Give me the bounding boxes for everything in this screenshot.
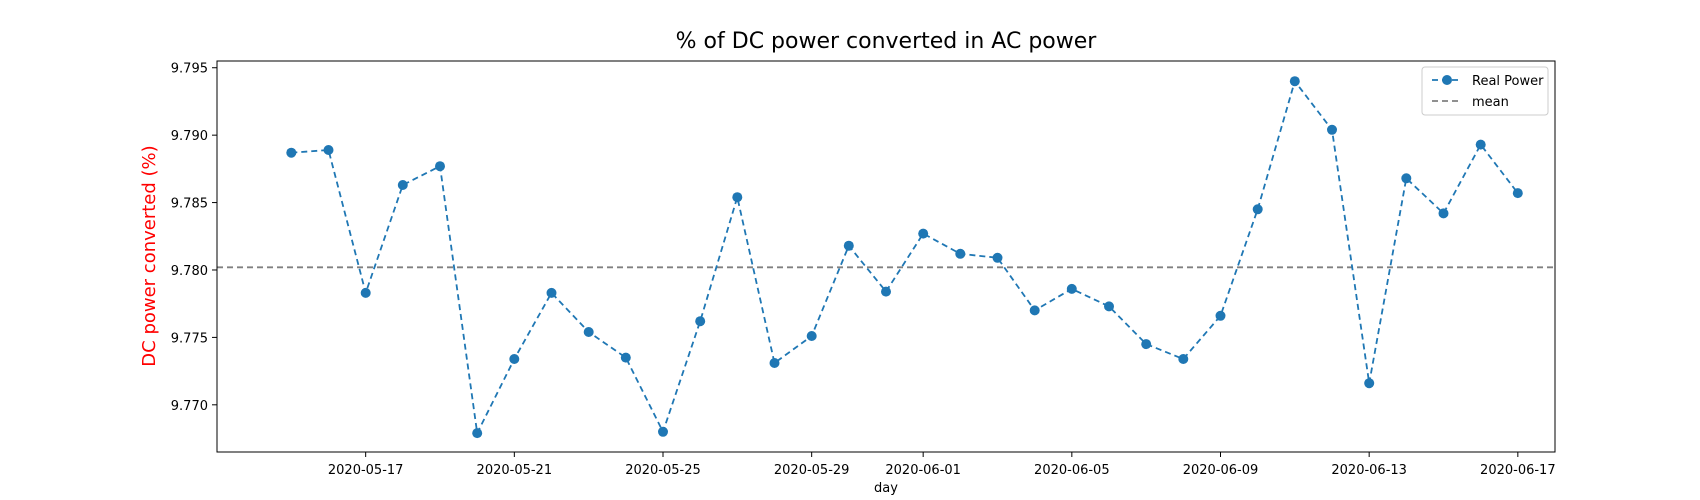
x-tick-label: 2020-06-13 bbox=[1331, 463, 1407, 478]
real-power-line bbox=[291, 79, 1519, 437]
data-point bbox=[1475, 139, 1486, 150]
data-point bbox=[881, 286, 891, 297]
data-point bbox=[806, 331, 817, 341]
data-point bbox=[546, 287, 557, 298]
data-point bbox=[1029, 305, 1040, 316]
data-point bbox=[955, 248, 966, 259]
data-point bbox=[1512, 188, 1523, 199]
y-axis-label: DC power converted (%) bbox=[139, 145, 160, 366]
data-point bbox=[1215, 310, 1226, 321]
legend-real-power-marker bbox=[1442, 75, 1452, 85]
data-point bbox=[1104, 301, 1114, 312]
data-point bbox=[1289, 76, 1300, 87]
data-point bbox=[918, 228, 929, 239]
legend-mean-label: mean bbox=[1472, 95, 1509, 110]
data-point bbox=[1252, 204, 1263, 215]
x-tick-label: 2020-06-17 bbox=[1480, 463, 1556, 478]
x-tick-label: 2020-06-05 bbox=[1034, 463, 1110, 478]
data-point bbox=[360, 287, 371, 298]
y-axis: 9.770 9.775 9.780 9.785 9.790 9.795 bbox=[171, 62, 217, 414]
data-point bbox=[1401, 173, 1412, 184]
data-point bbox=[620, 352, 631, 363]
data-point bbox=[286, 147, 297, 158]
legend: Real Power mean bbox=[1421, 66, 1549, 116]
x-tick-label: 2020-06-09 bbox=[1183, 463, 1259, 478]
x-tick-label: 2020-05-21 bbox=[477, 463, 553, 478]
x-tick-label: 2020-05-17 bbox=[328, 463, 404, 478]
y-tick-label: 9.785 bbox=[171, 197, 208, 212]
x-tick-label: 2020-05-25 bbox=[625, 463, 701, 478]
data-point bbox=[509, 354, 520, 364]
x-axis-label: day bbox=[874, 481, 898, 496]
y-tick-label: 9.790 bbox=[171, 129, 208, 144]
y-tick-label: 9.775 bbox=[171, 331, 208, 346]
legend-real-power-label: Real Power bbox=[1472, 74, 1544, 89]
data-point bbox=[435, 161, 445, 172]
data-point bbox=[695, 316, 706, 327]
data-point bbox=[843, 240, 854, 251]
data-point bbox=[1438, 208, 1449, 219]
data-point bbox=[732, 192, 743, 203]
data-point bbox=[1364, 378, 1375, 389]
x-tick-label: 2020-05-29 bbox=[774, 463, 850, 478]
data-point bbox=[992, 252, 1003, 263]
y-tick-label: 9.795 bbox=[171, 62, 208, 77]
real-power-points bbox=[286, 76, 1523, 439]
y-tick-label: 9.770 bbox=[171, 399, 208, 414]
data-point bbox=[323, 145, 334, 155]
data-point bbox=[1178, 354, 1189, 364]
data-point bbox=[583, 327, 594, 337]
data-point bbox=[769, 358, 780, 368]
plot-area bbox=[217, 76, 1555, 439]
y-tick-label: 9.780 bbox=[171, 264, 208, 279]
data-point bbox=[397, 180, 408, 190]
data-point bbox=[472, 428, 483, 439]
chart-title: % of DC power converted in AC power bbox=[676, 29, 1098, 54]
x-axis: 2020-05-17 2020-05-21 2020-05-25 2020-05-29… bbox=[328, 452, 1556, 478]
data-point bbox=[658, 426, 668, 437]
data-point bbox=[1141, 339, 1152, 350]
plot-frame bbox=[216, 60, 1556, 453]
legend-box bbox=[1421, 66, 1549, 116]
x-tick-label: 2020-06-01 bbox=[885, 463, 961, 478]
data-point bbox=[1327, 124, 1337, 135]
data-point bbox=[1066, 283, 1077, 294]
